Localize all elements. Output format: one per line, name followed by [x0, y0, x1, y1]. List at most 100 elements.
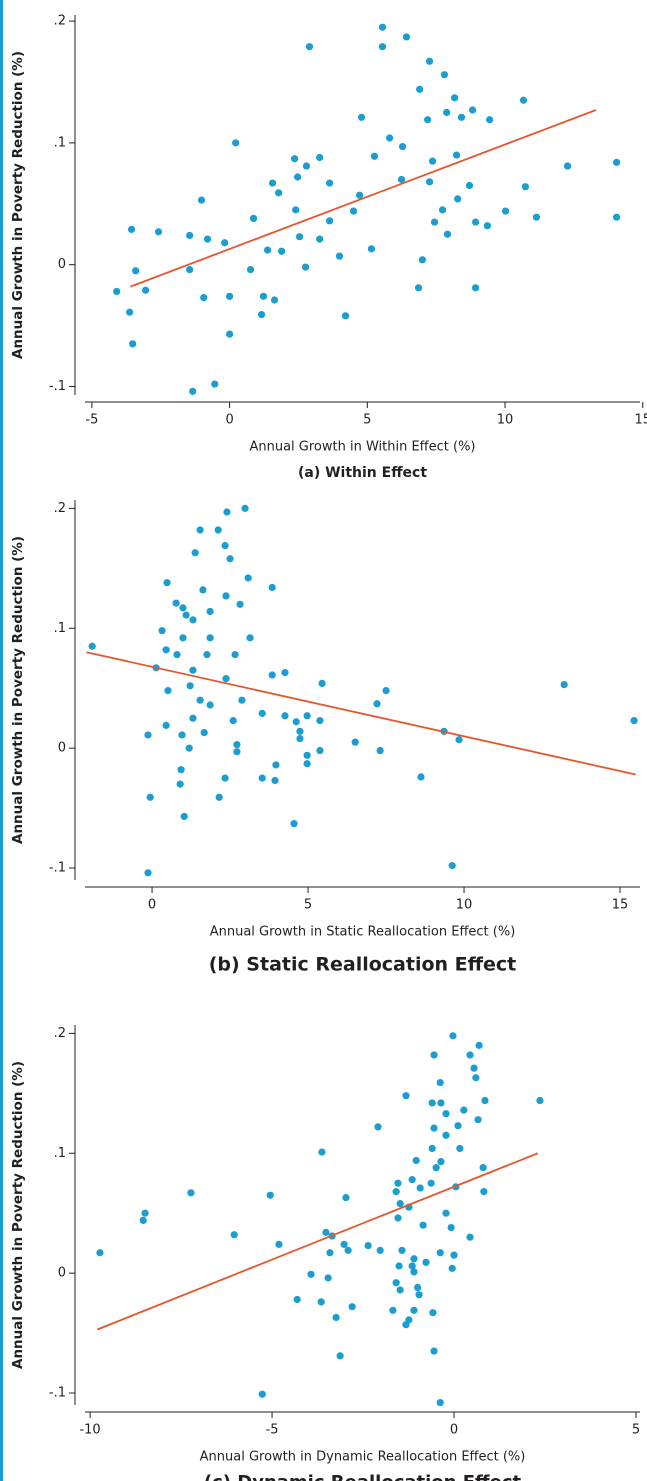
x-tick-label: -5	[266, 1423, 279, 1438]
x-tick-label: 5	[632, 1423, 640, 1438]
point	[536, 1096, 544, 1105]
point	[351, 738, 359, 746]
point	[241, 504, 249, 512]
point	[316, 235, 324, 243]
point	[448, 1264, 456, 1272]
point	[163, 579, 171, 587]
point	[378, 23, 387, 31]
point	[428, 1144, 436, 1153]
point	[189, 714, 197, 722]
point	[223, 508, 231, 516]
point	[206, 701, 214, 709]
point	[292, 206, 300, 214]
point	[146, 793, 154, 801]
fit-line	[97, 1152, 539, 1331]
point	[563, 162, 572, 170]
y-tick-label: -.1	[49, 379, 66, 394]
point	[486, 116, 494, 124]
point	[232, 139, 240, 147]
point	[268, 583, 276, 592]
point	[162, 646, 170, 654]
point	[307, 1270, 315, 1278]
point	[268, 179, 277, 187]
point	[272, 761, 280, 769]
point	[468, 106, 477, 114]
point	[186, 231, 194, 240]
x-tick-label: 10	[497, 413, 514, 428]
point	[275, 189, 283, 197]
x-tick-label: 15	[612, 898, 629, 913]
point	[318, 679, 326, 688]
point	[394, 1214, 402, 1222]
point	[203, 651, 211, 659]
point	[336, 1352, 344, 1360]
point	[425, 57, 434, 65]
point	[258, 1390, 266, 1398]
point	[438, 206, 447, 214]
point	[457, 113, 466, 121]
point	[374, 1123, 382, 1131]
fit-line	[130, 109, 597, 288]
point	[402, 33, 411, 41]
y-tick-label: .1	[54, 135, 66, 150]
point	[189, 616, 197, 624]
point	[303, 760, 311, 768]
point	[126, 308, 134, 316]
point	[281, 669, 289, 677]
x-axis-label: Annual Growth in Within Effect (%)	[249, 440, 475, 455]
point	[466, 1051, 474, 1059]
point	[206, 607, 214, 616]
point	[199, 586, 207, 594]
point	[432, 1164, 440, 1172]
point	[430, 1051, 438, 1059]
point	[483, 222, 492, 230]
point	[266, 1191, 274, 1199]
point	[176, 780, 184, 788]
point	[164, 686, 172, 695]
point	[456, 1144, 464, 1153]
point	[303, 712, 311, 720]
point	[179, 604, 187, 612]
point	[189, 666, 197, 674]
point	[430, 218, 439, 226]
point	[452, 151, 461, 159]
point	[318, 1148, 326, 1156]
point	[259, 292, 268, 300]
point	[296, 727, 304, 735]
point	[376, 746, 384, 755]
point	[222, 675, 230, 683]
point	[295, 233, 304, 241]
point	[230, 1231, 238, 1239]
point	[226, 292, 234, 300]
point	[396, 1200, 404, 1208]
y-axis-label: Annual Growth in Poverty Reduction (%)	[10, 1061, 26, 1369]
point	[427, 1179, 435, 1187]
point	[410, 1306, 418, 1314]
point	[348, 1303, 356, 1311]
point	[455, 736, 463, 744]
point	[443, 230, 452, 238]
point	[322, 1228, 330, 1236]
point	[428, 157, 437, 165]
point	[316, 746, 324, 755]
point	[416, 1184, 424, 1192]
fit-line	[86, 651, 636, 776]
point	[396, 1286, 404, 1294]
point	[316, 153, 324, 162]
point	[258, 709, 266, 717]
point	[356, 191, 364, 199]
point	[221, 239, 229, 247]
point	[129, 340, 137, 348]
point	[187, 1189, 195, 1197]
point	[221, 774, 229, 782]
point	[294, 173, 302, 181]
point	[179, 634, 187, 642]
point	[173, 651, 181, 659]
point	[270, 296, 279, 304]
point	[203, 235, 212, 243]
point	[268, 671, 276, 679]
point	[211, 380, 219, 388]
point	[326, 1249, 334, 1257]
point	[233, 748, 241, 756]
